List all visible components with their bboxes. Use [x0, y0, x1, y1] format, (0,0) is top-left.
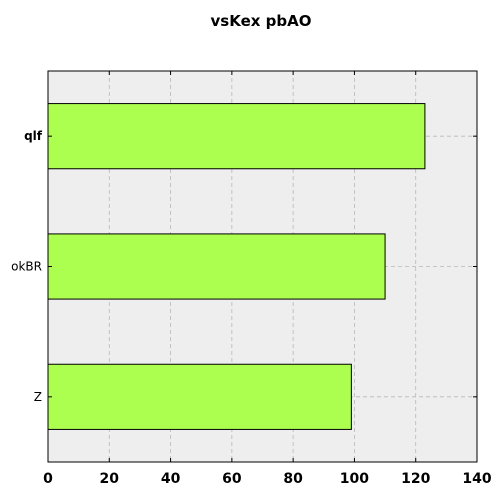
x-tick-label: 100: [340, 471, 369, 487]
x-tick-label: 40: [161, 471, 181, 487]
y-tick-label: qlf: [24, 129, 43, 143]
bar-okBR: [47, 233, 386, 300]
bars: [47, 103, 426, 430]
chart-title: vsKex pbAO: [211, 12, 312, 30]
x-tick-label: 140: [462, 471, 491, 487]
y-tick-label: okBR: [11, 260, 42, 274]
plot-frame: [47, 70, 478, 463]
x-axis-ticks: 0 20 40 60 80 100 120 140: [43, 71, 492, 487]
x-tick-label: 20: [100, 471, 120, 487]
x-tick-label: 120: [401, 471, 430, 487]
bar-qlf: [47, 103, 426, 170]
bar-Z: [47, 363, 352, 430]
x-tick-label: 0: [43, 471, 53, 487]
x-tick-label: 80: [283, 471, 303, 487]
x-tick-label: 60: [222, 471, 242, 487]
y-axis-ticks: qlf okBR Z: [11, 129, 477, 404]
y-tick-label: Z: [34, 390, 42, 404]
